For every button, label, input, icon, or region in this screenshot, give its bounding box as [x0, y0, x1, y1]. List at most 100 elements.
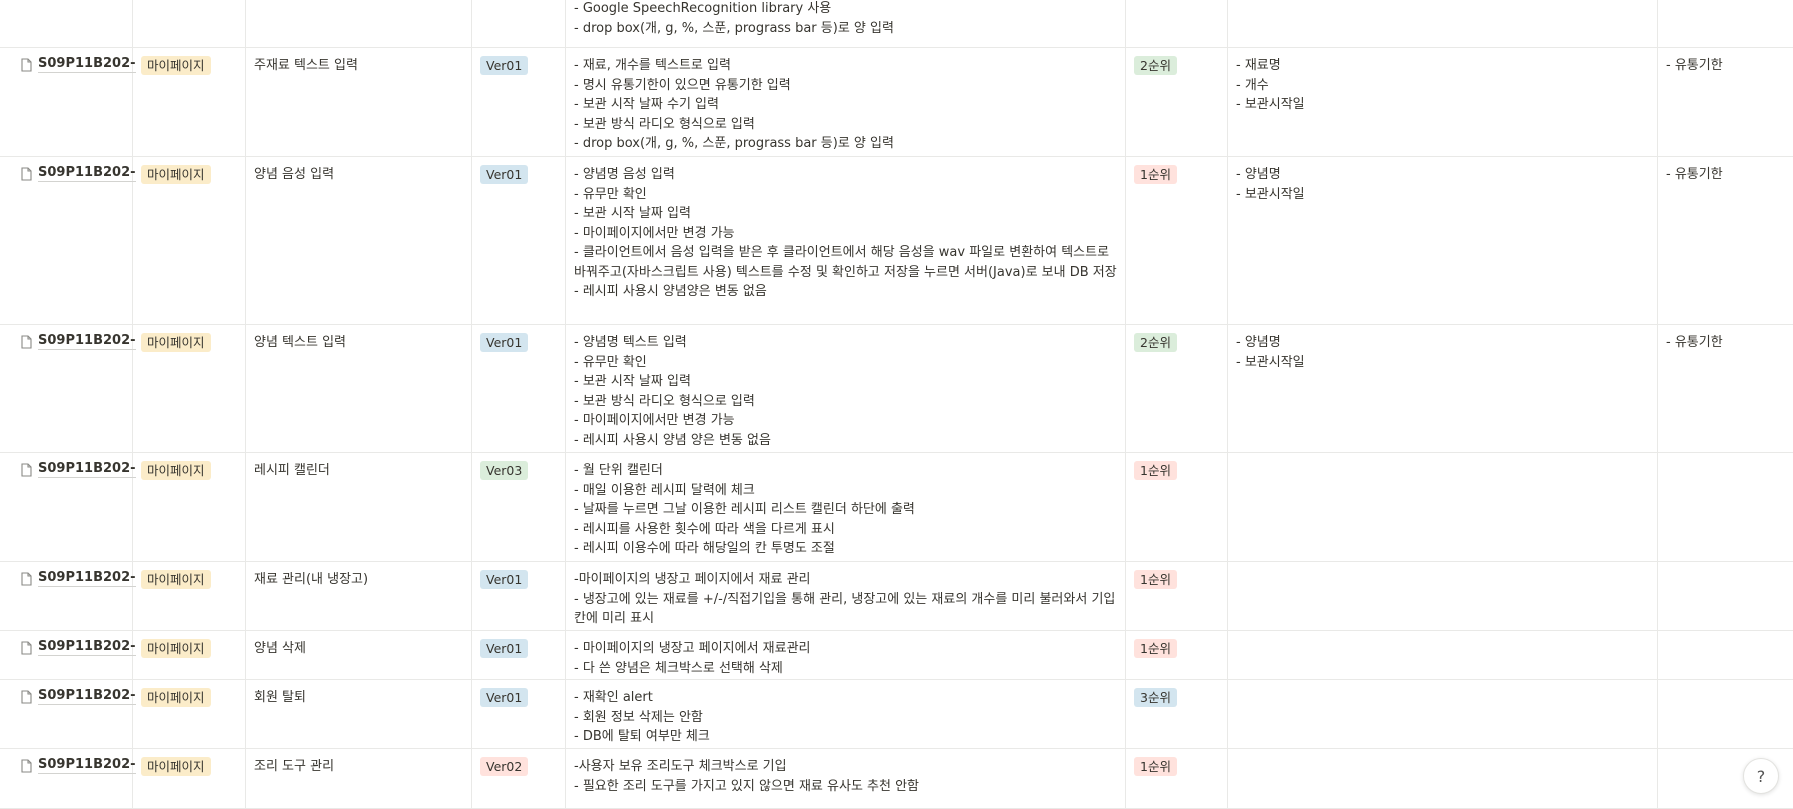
version-cell[interactable]: Ver02: [472, 749, 566, 808]
feature-cell[interactable]: 레시피 캘린더: [246, 453, 472, 561]
version-tag: Ver01: [480, 165, 529, 184]
description-line: - 명시 유통기한이 있으면 유통기한 입력: [574, 77, 791, 93]
category-cell[interactable]: 마이페이지: [133, 48, 246, 156]
id-cell[interactable]: S09P11B202-: [0, 325, 136, 452]
extra-item: - 유통기한: [1666, 58, 1723, 73]
version-cell[interactable]: Ver03: [472, 453, 566, 561]
table-row[interactable]: S09P11B202- 마이페이지 양념 삭제 Ver01 - 마이페이지의 냉…: [0, 631, 1793, 680]
version-cell[interactable]: Ver01: [472, 680, 566, 748]
extra-cell[interactable]: [1658, 562, 1793, 630]
page-link[interactable]: S09P11B202-: [20, 688, 136, 705]
document-icon: [21, 571, 32, 586]
fields-cell[interactable]: - 양념명 - 보관시작일: [1228, 157, 1658, 324]
fields-cell[interactable]: [1228, 749, 1658, 808]
feature-cell[interactable]: 회원 탈퇴: [246, 680, 472, 748]
id-cell[interactable]: S09P11B202-: [0, 157, 136, 324]
priority-cell[interactable]: 1순위: [1126, 157, 1228, 324]
version-cell[interactable]: Ver01: [472, 325, 566, 452]
fields-cell[interactable]: [1228, 631, 1658, 679]
page-link[interactable]: S09P11B202-: [20, 757, 136, 774]
category-cell[interactable]: 마이페이지: [133, 680, 246, 748]
fields-cell[interactable]: [1228, 562, 1658, 630]
id-cell[interactable]: S09P11B202-: [0, 749, 136, 808]
table-row[interactable]: S09P11B202- 마이페이지 재료 관리(내 냉장고) Ver01 -마이…: [0, 562, 1793, 631]
extra-item: - 유통기한: [1666, 167, 1723, 182]
page-link[interactable]: S09P11B202-: [20, 570, 136, 587]
table-row[interactable]: S09P11B202- 마이페이지 조리 도구 관리 Ver02 -사용자 보유…: [0, 749, 1793, 809]
page-link[interactable]: S09P11B202-: [20, 165, 136, 182]
description-line: - 필요한 조리 도구를 가지고 있지 않으면 재료 유사도 추천 안함: [574, 778, 920, 794]
table-row[interactable]: S09P11B202- 마이페이지 회원 탈퇴 Ver01 - 재확인 aler…: [0, 680, 1793, 749]
table-row[interactable]: S09P11B202- 마이페이지 주재료 텍스트 입력 Ver01 - 재료,…: [0, 48, 1793, 157]
priority-tag: 1순위: [1134, 757, 1177, 776]
id-cell[interactable]: S09P11B202-: [0, 680, 136, 748]
extra-cell[interactable]: [1658, 631, 1793, 679]
version-cell[interactable]: Ver01: [472, 157, 566, 324]
description-cell[interactable]: -마이페이지의 냉장고 페이지에서 재료 관리 - 냉장고에 있는 재료를 +/…: [566, 562, 1126, 630]
priority-cell[interactable]: 1순위: [1126, 453, 1228, 561]
category-cell[interactable]: 마이페이지: [133, 631, 246, 679]
version-cell[interactable]: Ver01: [472, 562, 566, 630]
row-id: S09P11B202-: [38, 461, 136, 478]
description-cell[interactable]: - 양념명 텍스트 입력 - 유무만 확인 - 보관 시작 날짜 입력 - 보관…: [566, 325, 1126, 452]
priority-tag: 3순위: [1134, 688, 1177, 707]
feature-cell[interactable]: 양념 텍스트 입력: [246, 325, 472, 452]
description-cell[interactable]: - 월 단위 캘린더 - 매일 이용한 레시피 달력에 체크 - 날짜를 누르면…: [566, 453, 1126, 561]
feature-cell[interactable]: 재료 관리(내 냉장고): [246, 562, 472, 630]
description-line: - 마이페이지에서만 변경 가능: [574, 225, 735, 241]
fields-cell[interactable]: [1228, 680, 1658, 748]
description-cell[interactable]: - Google SpeechRecognition library 사용 - …: [566, 0, 1126, 47]
version-cell[interactable]: Ver01: [472, 631, 566, 679]
id-cell[interactable]: S09P11B202-: [0, 631, 136, 679]
category-cell[interactable]: 마이페이지: [133, 562, 246, 630]
feature-cell[interactable]: 주재료 텍스트 입력: [246, 48, 472, 156]
fields-cell[interactable]: - 양념명 - 보관시작일: [1228, 325, 1658, 452]
description-cell[interactable]: -사용자 보유 조리도구 체크박스로 기입 - 필요한 조리 도구를 가지고 있…: [566, 749, 1126, 808]
extra-cell[interactable]: - 유통기한: [1658, 157, 1793, 324]
extra-cell[interactable]: [1658, 680, 1793, 748]
priority-cell[interactable]: 2순위: [1126, 48, 1228, 156]
feature-name: 회원 탈퇴: [254, 690, 306, 705]
table-row[interactable]: S09P11B202- 마이페이지 양념 텍스트 입력 Ver01 - 양념명 …: [0, 325, 1793, 453]
feature-cell[interactable]: 조리 도구 관리: [246, 749, 472, 808]
description-cell[interactable]: - 재료, 개수를 텍스트로 입력 - 명시 유통기한이 있으면 유통기한 입력…: [566, 48, 1126, 156]
document-icon: [21, 689, 32, 704]
version-cell[interactable]: Ver01: [472, 48, 566, 156]
help-button[interactable]: ?: [1743, 758, 1779, 794]
description-cell[interactable]: - 양념명 음성 입력 - 유무만 확인 - 보관 시작 날짜 입력 - 마이페…: [566, 157, 1126, 324]
feature-name: 레시피 캘린더: [254, 463, 330, 478]
table-row[interactable]: S09P11B202- 마이페이지 레시피 캘린더 Ver03 - 월 단위 캘…: [0, 453, 1793, 562]
extra-cell[interactable]: [1658, 453, 1793, 561]
description-cell[interactable]: - 재확인 alert - 회원 정보 삭제는 안함 - DB에 탈퇴 여부만 …: [566, 680, 1126, 748]
page-link[interactable]: S09P11B202-: [20, 639, 136, 656]
description-line: - 레시피 사용시 양념 양은 변동 없음: [574, 432, 771, 448]
fields-cell[interactable]: [1228, 453, 1658, 561]
id-cell[interactable]: S09P11B202-: [0, 453, 136, 561]
category-cell[interactable]: 마이페이지: [133, 453, 246, 561]
extra-cell[interactable]: - 유통기한: [1658, 325, 1793, 452]
priority-tag: 1순위: [1134, 639, 1177, 658]
priority-cell[interactable]: 2순위: [1126, 325, 1228, 452]
category-cell[interactable]: 마이페이지: [133, 325, 246, 452]
priority-tag: 2순위: [1134, 333, 1177, 352]
extra-item: - 유통기한: [1666, 335, 1723, 350]
extra-cell[interactable]: - 유통기한: [1658, 48, 1793, 156]
page-link[interactable]: S09P11B202-: [20, 461, 136, 478]
category-cell[interactable]: 마이페이지: [133, 157, 246, 324]
page-link[interactable]: S09P11B202-: [20, 56, 136, 73]
priority-cell[interactable]: 1순위: [1126, 631, 1228, 679]
document-icon: [21, 57, 32, 72]
table-row[interactable]: S09P11B202- 마이페이지 양념 음성 입력 Ver01 - 양념명 음…: [0, 157, 1793, 325]
feature-cell[interactable]: 양념 삭제: [246, 631, 472, 679]
priority-cell[interactable]: 1순위: [1126, 562, 1228, 630]
priority-cell[interactable]: 1순위: [1126, 749, 1228, 808]
feature-cell[interactable]: 양념 음성 입력: [246, 157, 472, 324]
page-link[interactable]: S09P11B202-: [20, 333, 136, 350]
id-cell[interactable]: S09P11B202-: [0, 562, 136, 630]
fields-cell[interactable]: - 재료명 - 개수 - 보관시작일: [1228, 48, 1658, 156]
document-icon: [21, 462, 32, 477]
description-cell[interactable]: - 마이페이지의 냉장고 페이지에서 재료관리 - 다 쓴 양념은 체크박스로 …: [566, 631, 1126, 679]
priority-cell[interactable]: 3순위: [1126, 680, 1228, 748]
id-cell[interactable]: S09P11B202-: [0, 48, 136, 156]
category-cell[interactable]: 마이페이지: [133, 749, 246, 808]
